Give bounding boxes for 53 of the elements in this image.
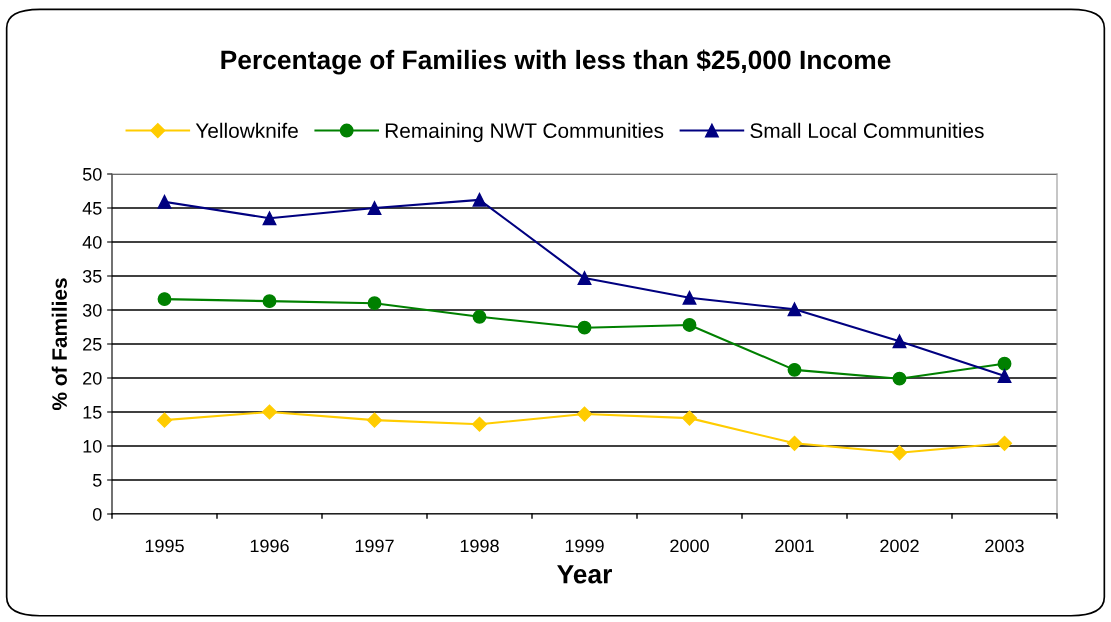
y-tick-label: 5 xyxy=(92,474,102,487)
point xyxy=(786,435,803,451)
x-tick-label: 1997 xyxy=(355,539,394,553)
x-tick-label: 2000 xyxy=(670,539,709,553)
y-tick-label: 40 xyxy=(82,235,102,249)
point xyxy=(157,292,172,307)
x-tick-label: 1996 xyxy=(250,539,289,553)
x-tick-label: 2002 xyxy=(880,539,919,553)
point xyxy=(892,371,907,386)
point xyxy=(891,445,908,461)
y-tick-label: 15 xyxy=(83,406,102,419)
point xyxy=(367,296,382,311)
point xyxy=(682,318,697,332)
y-tick-label: 10 xyxy=(83,439,102,453)
x-tick-label: 2001 xyxy=(775,539,814,553)
y-tick-label: 20 xyxy=(83,371,102,385)
point xyxy=(471,416,488,432)
y-tick-label: 45 xyxy=(82,202,102,215)
point xyxy=(576,406,593,422)
point xyxy=(681,410,698,426)
x-tick-label: 2003 xyxy=(985,539,1024,553)
point xyxy=(892,334,907,349)
point xyxy=(787,362,802,377)
point xyxy=(261,404,278,420)
legend-label: Small Local Communities xyxy=(750,122,984,139)
y-tick-label: 25 xyxy=(83,337,102,351)
x-axis-title: Year xyxy=(557,565,612,584)
point xyxy=(262,294,277,309)
chart-title: Percentage of Families with less than $25,000 Income xyxy=(221,49,891,75)
point xyxy=(997,369,1012,383)
point xyxy=(156,412,173,428)
point xyxy=(367,201,382,215)
point xyxy=(262,211,277,226)
point xyxy=(157,194,172,209)
x-tick-label: 1999 xyxy=(565,539,604,553)
point xyxy=(682,290,697,305)
y-axis-title: % of Families xyxy=(51,278,67,411)
y-tick-label: 35 xyxy=(82,269,102,283)
point xyxy=(472,192,487,207)
x-tick-label: 1998 xyxy=(460,539,499,553)
point xyxy=(997,356,1012,371)
x-tick-label: 1995 xyxy=(145,539,184,553)
point xyxy=(472,309,487,324)
y-tick-label: 30 xyxy=(82,303,102,317)
legend-label: Remaining NWT Communities xyxy=(385,122,664,143)
point xyxy=(787,302,802,317)
legend-label: Yellowknife xyxy=(195,122,298,139)
point xyxy=(366,412,383,428)
point xyxy=(577,320,592,335)
point xyxy=(996,435,1013,451)
point xyxy=(577,271,592,285)
y-tick-label: 0 xyxy=(92,507,102,521)
y-tick-label: 50 xyxy=(82,167,102,181)
